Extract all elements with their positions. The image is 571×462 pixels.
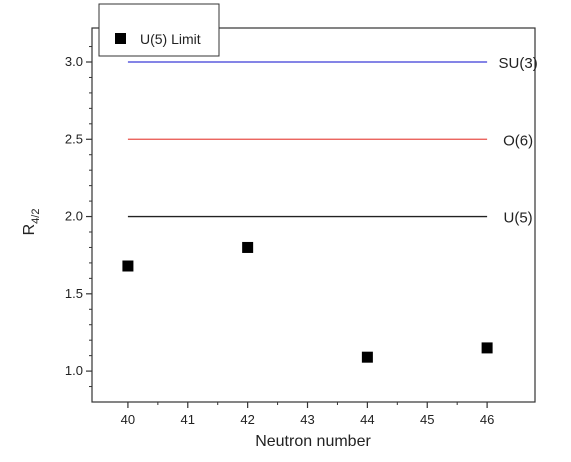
data-point	[122, 260, 134, 272]
x-tick-label: 43	[300, 412, 314, 427]
y-tick-label: 1.5	[65, 286, 83, 301]
x-tick-label: 44	[360, 412, 374, 427]
y-axis-title: R4/2	[21, 209, 42, 236]
y-tick-label: 1.0	[65, 363, 83, 378]
data-point	[361, 351, 373, 363]
x-tick-label: 46	[480, 412, 494, 427]
data-point	[481, 342, 493, 354]
y-axis-title-sub: 4/2	[30, 209, 42, 224]
data-point	[242, 241, 254, 253]
legend-label: U(5) Limit	[140, 31, 201, 47]
x-tick-label: 40	[121, 412, 135, 427]
legend-marker	[115, 33, 126, 44]
reference-line-label: SU(3)	[499, 55, 538, 72]
y-tick-label: 2.5	[65, 131, 83, 146]
x-tick-label: 42	[240, 412, 254, 427]
x-tick-label: 45	[420, 412, 434, 427]
plot-frame	[91, 27, 536, 403]
y-tick-label: 2.0	[65, 209, 83, 224]
y-tick-label: 3.0	[65, 54, 83, 69]
x-axis-title: Neutron number	[255, 433, 371, 450]
reference-line-label: O(6)	[503, 132, 533, 149]
y-axis-title-main: R	[21, 224, 38, 236]
legend-box	[98, 3, 220, 57]
x-tick-label: 41	[181, 412, 195, 427]
reference-line-label: U(5)	[504, 210, 533, 227]
